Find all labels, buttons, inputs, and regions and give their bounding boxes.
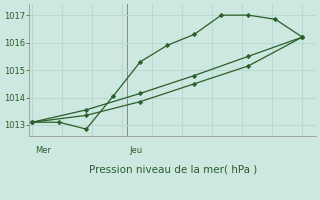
Text: Mer: Mer <box>35 146 51 155</box>
Text: Jeu: Jeu <box>129 146 142 155</box>
Text: Pression niveau de la mer( hPa ): Pression niveau de la mer( hPa ) <box>89 165 257 175</box>
